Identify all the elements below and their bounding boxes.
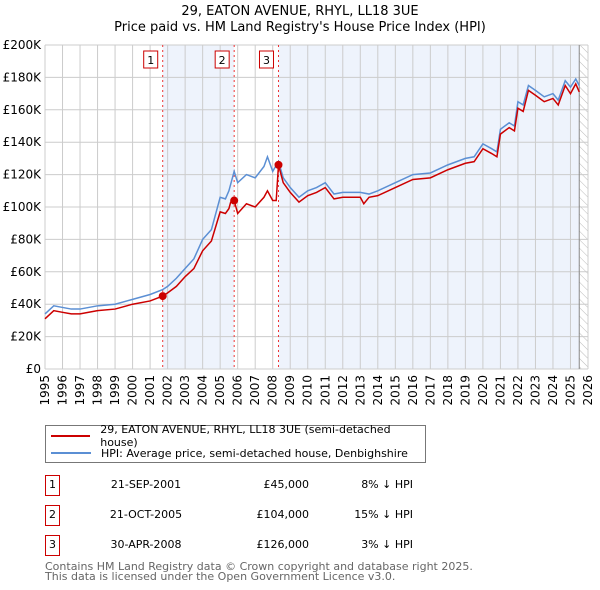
sale-point (230, 196, 239, 205)
sale-price: £104,000 (256, 508, 310, 521)
footer-licence: This data is licensed under the Open Gov… (45, 570, 396, 583)
y-tick-label: £200K (3, 38, 43, 52)
x-tick-label: 1999 (108, 375, 122, 406)
y-tick-label: £40K (10, 297, 42, 311)
legend-label-price: 29, EATON AVENUE, RHYL, LL18 3UE (semi-d… (100, 423, 391, 449)
sale-date: 21-SEP-2001 (110, 478, 182, 491)
sale-number: 3 (45, 535, 60, 556)
legend-swatch-hpi (51, 452, 91, 454)
x-tick-label: 2021 (493, 375, 507, 406)
x-tick-label: 2024 (546, 375, 560, 406)
footer-copyright: Contains HM Land Registry data © Crown c… (45, 560, 473, 573)
y-tick-label: £160K (3, 103, 43, 117)
y-tick-label: £20K (10, 330, 42, 344)
sale-row: 3 30-APR-2008 £126,000 3% ↓ HPI (45, 535, 465, 556)
x-tick-label: 2013 (353, 375, 367, 406)
sale-number: 1 (45, 475, 60, 496)
sale-badge (258, 50, 274, 69)
series-line-hpi (44, 77, 580, 315)
sale-badge (214, 50, 230, 69)
y-tick-label: £180K (3, 70, 43, 84)
sale-date: 21-OCT-2005 (109, 508, 183, 521)
y-tick-label: £0 (26, 362, 41, 376)
x-tick-label: 2012 (336, 375, 350, 406)
x-tick-label: 2002 (161, 375, 175, 406)
sale-row: 1 21-SEP-2001 £45,000 8% ↓ HPI (45, 475, 465, 496)
sale-number: 2 (45, 505, 60, 526)
x-tick-label: 2005 (213, 375, 227, 406)
x-tick-label: 2016 (406, 375, 420, 406)
x-tick-label: 1996 (56, 375, 70, 406)
legend-label-hpi: HPI: Average price, semi-detached house,… (101, 446, 408, 460)
y-tick-label: £100K (3, 200, 43, 214)
x-tick-label: 2004 (196, 375, 210, 406)
y-tick-label: £120K (3, 168, 43, 182)
sale-point (158, 292, 167, 301)
x-tick-label: 1995 (38, 375, 52, 406)
x-tick-label: 2019 (458, 375, 472, 406)
sale-point (274, 160, 283, 169)
x-tick-label: 2026 (581, 375, 595, 406)
sale-hpi-diff: 15% ↓ HPI (354, 508, 413, 521)
sale-badge-label: 2 (219, 54, 226, 67)
chart-title: 29, EATON AVENUE, RHYL, LL18 3UE (181, 4, 419, 19)
chart-subtitle: Price paid vs. HM Land Registry's House … (114, 20, 486, 35)
sale-badge (143, 50, 159, 69)
y-tick-label: £60K (10, 265, 42, 279)
x-tick-label: 2014 (371, 375, 385, 406)
y-tick-label: £140K (3, 135, 43, 149)
x-tick-label: 2010 (301, 375, 315, 406)
sale-badge-label: 1 (147, 54, 154, 67)
x-tick-label: 2018 (441, 375, 455, 406)
x-tick-label: 1998 (91, 375, 105, 406)
x-tick-label: 2000 (126, 375, 140, 406)
x-tick-label: 2011 (318, 375, 332, 406)
y-tick-label: £80K (10, 232, 42, 246)
x-tick-label: 2017 (423, 375, 437, 406)
x-tick-label: 2020 (476, 375, 490, 406)
legend: 29, EATON AVENUE, RHYL, LL18 3UE (semi-d… (45, 423, 426, 463)
x-tick-label: 2006 (231, 375, 245, 406)
sale-date: 30-APR-2008 (110, 538, 182, 551)
sale-hpi-diff: 3% ↓ HPI (361, 538, 413, 551)
series-line-price (44, 82, 580, 320)
x-tick-label: 2008 (266, 375, 280, 406)
x-tick-label: 2001 (143, 375, 157, 406)
sale-hpi-diff: 8% ↓ HPI (361, 478, 413, 491)
sale-price: £126,000 (256, 538, 310, 551)
x-tick-label: 2007 (248, 375, 262, 406)
legend-swatch-price (51, 435, 91, 437)
x-tick-label: 2003 (178, 375, 192, 406)
sale-badge-label: 3 (263, 54, 270, 67)
x-tick-label: 2025 (563, 375, 577, 406)
sale-row: 2 21-OCT-2005 £104,000 15% ↓ HPI (45, 505, 465, 526)
x-tick-label: 1997 (73, 375, 87, 406)
plot-area: £0 £20K £40K £60K £80K £100K £120K £140K £160K £1… (3, 38, 595, 406)
x-tick-label: 2022 (511, 375, 525, 406)
x-tick-label: 2009 (283, 375, 297, 406)
x-tick-label: 2015 (388, 375, 402, 406)
sale-price: £45,000 (263, 478, 310, 491)
x-tick-label: 2023 (528, 375, 542, 406)
